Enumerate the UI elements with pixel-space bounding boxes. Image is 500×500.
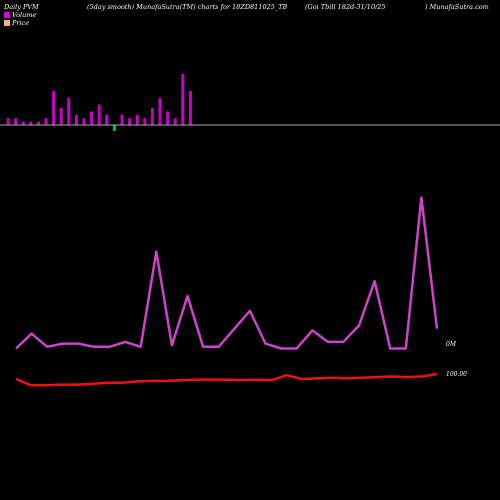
- volume-bar: [67, 97, 71, 125]
- volume-bar: [128, 118, 132, 125]
- volume-bar: [36, 121, 40, 125]
- chart-type-label: Daily PVM: [4, 3, 39, 11]
- volume-bar: [52, 91, 56, 125]
- volume-axis-label: 0M: [446, 341, 457, 348]
- volume-bar: [135, 114, 139, 125]
- volume-bar: [120, 114, 124, 125]
- volume-bar: [90, 111, 94, 125]
- volume-bar: [97, 104, 101, 125]
- legend-price: Price: [4, 19, 29, 27]
- volume-bar: [166, 111, 170, 125]
- volume-bar: [188, 91, 192, 125]
- volume-bar: [21, 121, 25, 125]
- volume-bar: [82, 118, 86, 125]
- price-line: [15, 372, 438, 387]
- legend-price-label: Price: [12, 19, 30, 27]
- volume-bar: [29, 121, 33, 125]
- volume-bar: [6, 118, 10, 125]
- volume-line: [15, 196, 439, 350]
- legend-price-swatch: [4, 20, 10, 26]
- volume-bar: [14, 118, 18, 125]
- volume-bar: [143, 118, 147, 125]
- volume-bar: [44, 118, 48, 125]
- price-axis-label: 100.00: [446, 371, 467, 378]
- volume-bar: [112, 125, 116, 131]
- legend-volume-label: Volume: [12, 11, 37, 19]
- chart-title: (5day smooth) MunafaSutra(TM) charts for…: [87, 3, 288, 11]
- volume-bar: [105, 114, 109, 125]
- volume-bar: [158, 97, 162, 125]
- volume-bar: [181, 74, 185, 125]
- site-name: ) MunafaSutra.com: [425, 3, 489, 11]
- volume-bar: [173, 118, 177, 125]
- legend-volume-swatch: [4, 12, 10, 18]
- volume-bar: [150, 108, 154, 125]
- legend-volume: Volume: [4, 11, 36, 19]
- volume-bar: [74, 114, 78, 125]
- instrument-name: (Goi Tbill 182d-31/10/25: [305, 3, 386, 11]
- volume-bar: [59, 108, 63, 125]
